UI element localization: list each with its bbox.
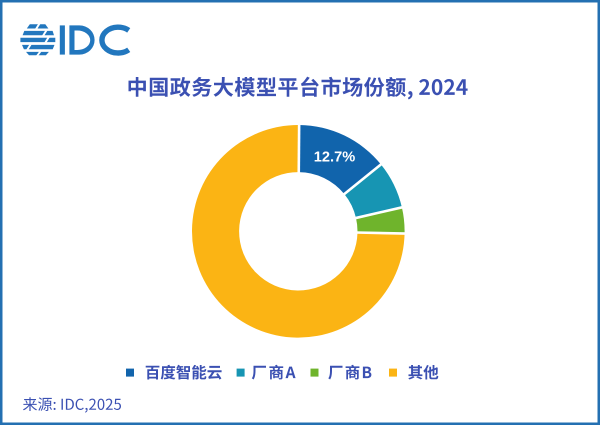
- svg-text:12.7%: 12.7%: [314, 149, 355, 165]
